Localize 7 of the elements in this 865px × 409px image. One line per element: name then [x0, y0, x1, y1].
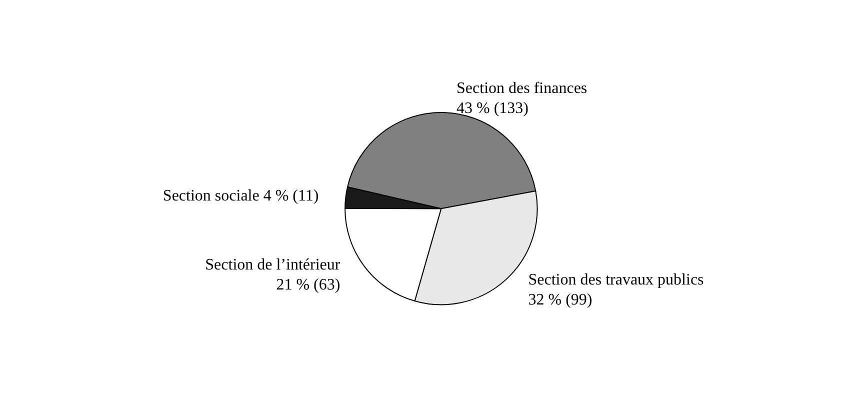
slice-label: Section des travaux publics — [528, 272, 704, 289]
data-label: 21 % (63) — [276, 276, 340, 294]
data-label: 43 % (133) — [456, 100, 529, 117]
slice-label: Section des finances — [456, 80, 588, 97]
slice-label: Section sociale 4 % (11) — [162, 188, 319, 205]
data-label: 32 % (99) — [528, 292, 592, 309]
slice-label: Section de l’intérieur — [205, 256, 341, 274]
